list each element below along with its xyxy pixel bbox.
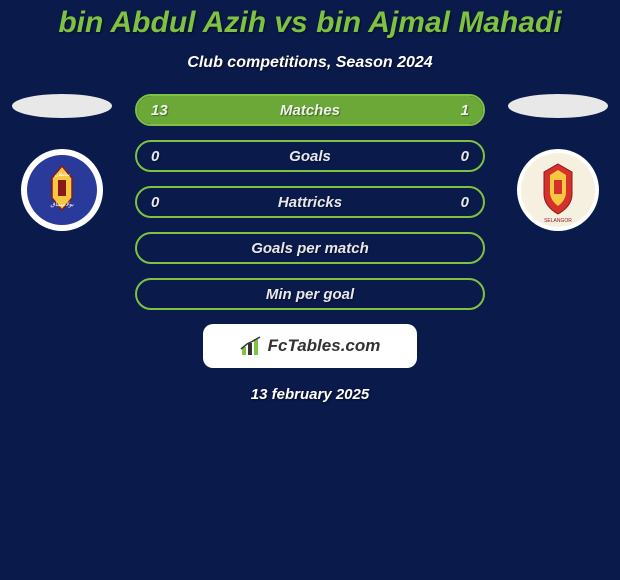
right-player-col: SELANGOR (503, 94, 613, 232)
club-badge-left: بولاسيناق سلطان (20, 148, 104, 232)
subtitle: Club competitions, Season 2024 (0, 54, 620, 72)
page-title: bin Abdul Azih vs bin Ajmal Mahadi (0, 0, 620, 40)
club-badge-right-svg: SELANGOR (516, 148, 600, 232)
stat-left-value: 13 (151, 102, 168, 119)
stat-row-matches: 13 Matches 1 (135, 94, 485, 126)
stats-column: 13 Matches 1 0 Goals 0 0 Hattricks 0 Goals per ma… (135, 94, 485, 310)
stat-row-goals-per-match: Goals per match (135, 232, 485, 264)
footer-brand-label: FcTables.com (268, 336, 381, 356)
stat-label: Matches (280, 102, 340, 119)
stat-label: Goals per match (251, 240, 369, 257)
stat-label: Goals (289, 148, 331, 165)
stat-row-hattricks: 0 Hattricks 0 (135, 186, 485, 218)
club-badge-right: SELANGOR (516, 148, 600, 232)
stat-left-value: 0 (151, 194, 159, 211)
player-oval-left (12, 94, 112, 118)
stat-right-value: 1 (461, 102, 469, 119)
footer-brand[interactable]: FcTables.com (203, 324, 417, 368)
chart-icon (240, 335, 262, 357)
main-row: بولاسيناق سلطان 13 Matches 1 0 Goals 0 0 Hattri… (0, 94, 620, 310)
stat-row-min-per-goal: Min per goal (135, 278, 485, 310)
svg-text:بولاسيناق: بولاسيناق (50, 201, 74, 208)
comparison-infographic: bin Abdul Azih vs bin Ajmal Mahadi Club … (0, 0, 620, 580)
stat-label: Min per goal (266, 286, 354, 303)
player-oval-right (508, 94, 608, 118)
stat-right-value: 0 (461, 194, 469, 211)
stat-fill-right (435, 96, 483, 124)
footer-date: 13 february 2025 (0, 386, 620, 403)
svg-text:سلطان: سلطان (54, 172, 70, 178)
stat-right-value: 0 (461, 148, 469, 165)
stat-left-value: 0 (151, 148, 159, 165)
stat-label: Hattricks (278, 194, 342, 211)
svg-text:SELANGOR: SELANGOR (544, 218, 572, 224)
stat-row-goals: 0 Goals 0 (135, 140, 485, 172)
club-badge-left-svg: بولاسيناق سلطان (20, 148, 104, 232)
left-player-col: بولاسيناق سلطان (7, 94, 117, 232)
